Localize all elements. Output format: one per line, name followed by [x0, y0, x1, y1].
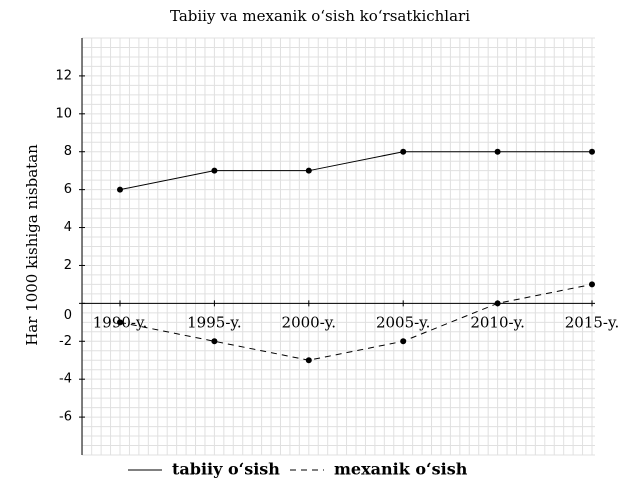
data-point	[305, 167, 312, 174]
data-point	[494, 148, 501, 155]
y-tick-label: 2	[64, 258, 72, 273]
y-tick-label: 10	[55, 106, 72, 121]
data-point	[400, 338, 407, 345]
y-tick-label: 12	[55, 68, 72, 83]
y-tick-label: -2	[59, 334, 72, 349]
data-point	[305, 357, 312, 364]
x-tick-label: 1995-y.	[187, 313, 242, 331]
series-line	[119, 283, 593, 361]
chart-title: Tabiiy va mexanik o‘sish ko‘rsatkichlari	[170, 7, 470, 25]
y-axis-label: Har 1000 kishiga nisbatan	[23, 144, 41, 346]
y-tick-label: 4	[64, 220, 72, 235]
data-point	[117, 186, 123, 193]
x-tick-label: 2000-y.	[282, 313, 337, 331]
y-tick-label: 6	[64, 182, 72, 197]
data-point	[589, 281, 595, 288]
y-tick-label: -6	[59, 410, 72, 425]
data-point	[400, 148, 407, 155]
y-tick-label: 0	[64, 308, 72, 323]
data-point	[494, 300, 501, 307]
legend-label: mexanik o‘sish	[334, 460, 468, 479]
legend-label: tabiiy o‘sish	[172, 460, 280, 479]
data-point	[211, 167, 218, 174]
x-tick-label: 2005-y.	[376, 313, 431, 331]
y-tick-label: 8	[64, 144, 72, 159]
data-point	[117, 319, 123, 326]
x-tick-label: 2015-y.	[565, 313, 620, 331]
data-point	[211, 338, 218, 345]
data-point	[589, 148, 595, 155]
y-tick-label: -4	[59, 372, 72, 387]
series-line	[119, 151, 592, 191]
x-tick-label: 2010-y.	[470, 313, 525, 331]
